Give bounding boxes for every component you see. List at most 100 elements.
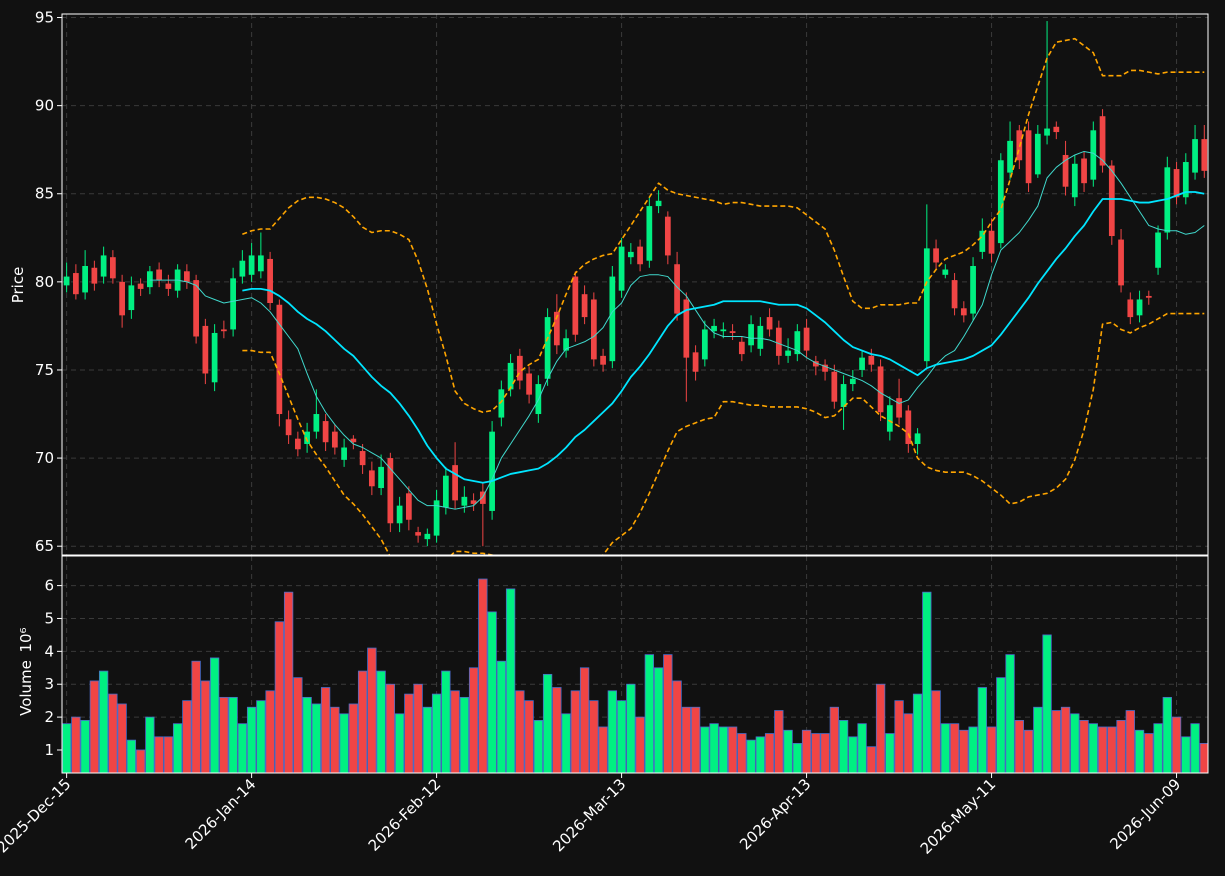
candle-body	[748, 324, 754, 346]
candle-body	[267, 258, 273, 304]
volume-bar	[977, 687, 987, 773]
volume-bar	[922, 591, 932, 773]
candle-body	[294, 438, 301, 450]
volume-bar	[117, 703, 127, 773]
candle-body	[313, 414, 320, 432]
volume-bar	[607, 690, 617, 773]
volume-bar	[755, 736, 765, 773]
candle-body	[563, 338, 569, 351]
candle-body	[461, 496, 468, 506]
volume-bar	[376, 670, 386, 773]
volume-bar	[108, 693, 118, 773]
volume-bar	[431, 693, 442, 773]
candle-body	[1007, 140, 1013, 173]
volume-bar	[237, 723, 248, 773]
candle-body	[248, 255, 255, 275]
candle-body	[1071, 163, 1078, 198]
volume-bar	[191, 660, 201, 773]
volume-bar	[579, 667, 590, 773]
volume-bar	[246, 706, 257, 773]
candle-body	[775, 327, 782, 356]
candle-body	[970, 265, 976, 314]
volume-bar	[302, 696, 312, 773]
volume-bar	[709, 723, 719, 773]
volume-bar	[857, 723, 867, 773]
volume-bar	[764, 733, 775, 773]
candle-body	[785, 350, 791, 356]
y-tick-label: 90	[35, 97, 54, 115]
candle-body	[1192, 139, 1198, 173]
candle-body	[896, 398, 902, 418]
candle-body	[100, 255, 107, 277]
volume-bar	[163, 736, 174, 773]
volume-bar	[672, 680, 682, 773]
indicator-line	[149, 150, 1205, 510]
volume-bar	[385, 683, 396, 773]
candle-body	[128, 285, 135, 311]
candle-body	[526, 373, 532, 395]
y-tick-label: 95	[35, 9, 54, 27]
volume-bar	[811, 733, 821, 773]
candle-body	[609, 276, 616, 362]
volume-bar	[1023, 729, 1034, 773]
candle-body	[479, 491, 486, 504]
volume-bar	[404, 693, 414, 773]
candle-body	[849, 378, 856, 385]
volume-bar	[598, 726, 608, 773]
candle-body	[137, 283, 144, 289]
grid	[62, 14, 1208, 773]
candle-body	[91, 267, 98, 284]
candle-body	[877, 366, 884, 413]
volume-bar	[496, 660, 507, 773]
candle-body	[646, 206, 653, 261]
volume-bar	[311, 703, 322, 773]
candle-body	[803, 327, 810, 351]
candle-body	[960, 308, 967, 316]
volume-bar	[1181, 736, 1191, 773]
volume-bar	[256, 700, 266, 773]
candle-body	[1062, 154, 1069, 187]
volume-bar	[1060, 706, 1071, 773]
volume-bar	[681, 706, 691, 773]
candle-body	[600, 355, 606, 365]
volume-bar	[727, 726, 738, 773]
volume-bar	[459, 696, 470, 773]
candle-body	[1044, 128, 1050, 136]
volume-bar	[1042, 634, 1052, 773]
volume-bar	[820, 733, 830, 773]
candle-body	[442, 475, 449, 508]
candle-body	[637, 246, 643, 265]
volume-bar	[505, 588, 516, 773]
volume-bar	[89, 680, 100, 773]
volume-bar	[1014, 719, 1024, 773]
volume-tick-label: 6	[44, 577, 54, 595]
volume-bar	[1116, 719, 1126, 773]
candle-body	[840, 384, 847, 407]
volume-bar	[487, 611, 497, 773]
candle-body	[193, 280, 199, 337]
volume-bar	[1199, 743, 1208, 773]
volume-bar	[367, 647, 377, 773]
candle-body	[516, 355, 523, 381]
candle-body	[424, 533, 431, 540]
candle-body	[951, 280, 958, 309]
volume-bar	[783, 729, 793, 773]
volume-bar	[653, 667, 664, 773]
volume-bar	[468, 667, 479, 773]
candles	[63, 21, 1208, 547]
volume-bar	[1190, 723, 1200, 773]
candle-body	[1025, 130, 1032, 184]
volume-bar	[1171, 716, 1182, 773]
candle-body	[674, 264, 680, 314]
candle-body	[322, 421, 329, 443]
candle-body	[544, 317, 551, 379]
candle-body	[257, 255, 264, 272]
candle-body	[701, 329, 708, 360]
volume-bar	[1033, 706, 1043, 773]
candle-body	[553, 311, 560, 346]
volume-bar	[1107, 726, 1117, 773]
volume-bar	[413, 683, 423, 773]
candle-body	[147, 271, 153, 288]
candle-body	[1108, 165, 1115, 237]
